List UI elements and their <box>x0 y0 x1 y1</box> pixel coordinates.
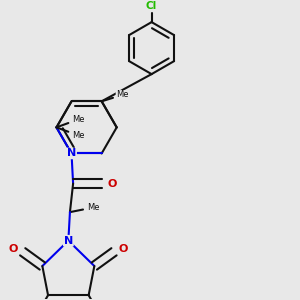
Text: O: O <box>8 244 18 254</box>
Text: N: N <box>64 236 73 246</box>
Text: Cl: Cl <box>146 1 157 11</box>
Text: Me: Me <box>116 91 128 100</box>
Text: O: O <box>119 244 128 254</box>
Text: Me: Me <box>72 115 84 124</box>
Text: O: O <box>107 178 116 189</box>
Text: Me: Me <box>72 131 84 140</box>
Text: Me: Me <box>88 203 100 212</box>
Text: N: N <box>67 148 76 158</box>
